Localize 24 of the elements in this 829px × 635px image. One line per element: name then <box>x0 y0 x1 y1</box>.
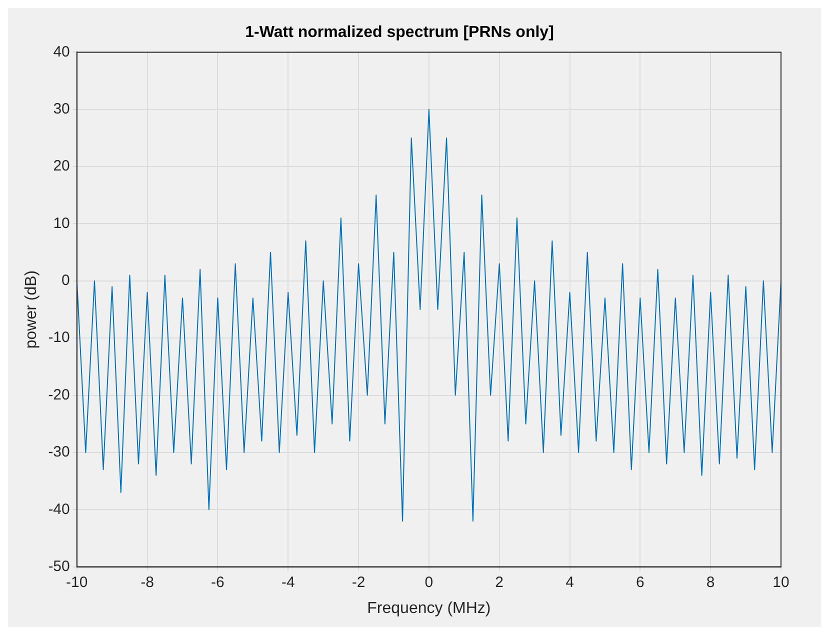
x-tick-label: -8 <box>140 574 154 591</box>
chart-title: 1-Watt normalized spectrum [PRNs only] <box>245 24 554 42</box>
x-tick-label: 6 <box>636 574 644 591</box>
x-tick-label: 2 <box>495 574 504 591</box>
y-tick-label: 30 <box>53 100 70 118</box>
x-tick-label: 8 <box>706 574 715 591</box>
x-tick-label: 4 <box>566 574 574 591</box>
x-tick-label: -2 <box>352 574 366 591</box>
x-tick-label: -4 <box>281 574 295 591</box>
y-axis-title: power (dB) <box>23 270 40 349</box>
x-tick-label: -6 <box>211 574 224 591</box>
y-tick-label: 10 <box>53 214 70 232</box>
y-tick-label: 20 <box>53 158 70 175</box>
y-tick-label: 40 <box>53 43 70 60</box>
y-tick-label: -50 <box>48 558 70 575</box>
x-tick-label: 0 <box>424 574 434 591</box>
x-tick-label: 10 <box>772 574 790 591</box>
y-tick-label: -10 <box>48 329 70 346</box>
y-tick-label: -30 <box>48 444 70 461</box>
x-tick-label: -10 <box>66 574 88 591</box>
y-tick-label: -40 <box>48 500 70 518</box>
y-tick-label: -20 <box>48 386 70 404</box>
y-tick-label: 0 <box>62 272 70 290</box>
x-axis-title: Frequency (MHz) <box>367 600 491 617</box>
